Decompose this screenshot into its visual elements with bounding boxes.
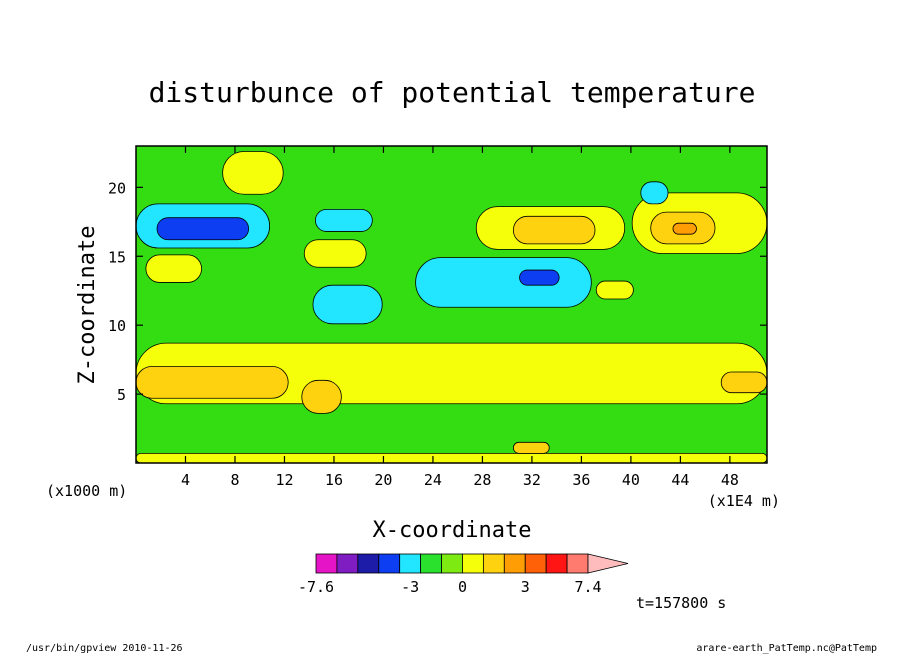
colorbar-swatch [336,553,359,574]
colorbar-swatch [378,553,401,574]
y-axis-label: Z-coordinate [75,226,100,385]
contour-region-0 [136,452,767,463]
contour-region-3 [301,379,342,414]
chart-title: disturbunce of potential temperature [149,76,756,109]
colorbar-arrow [587,553,629,574]
y-axis: 5 10 15 20 [108,179,767,404]
colorbar-swatch [503,553,526,574]
contour-region-10 [672,222,697,235]
x-tick-label: 8 [230,471,239,489]
contour-region-6 [145,254,202,283]
colorbar-tick-label: -7.6 [298,578,334,596]
footer-right: arare-earth_PatTemp.nc@PatTemp [696,643,877,654]
time-label: t=157800 s [636,594,726,612]
y-tick-label: 10 [108,317,126,335]
contour-region-20 [595,280,634,300]
colorbar-swatch [545,553,568,574]
colorbar-swatch [482,553,505,574]
colorbar-swatch [357,553,380,574]
x-units-right: (x1E4 m) [708,492,780,510]
contour-region-16 [315,208,373,232]
contour-region-4 [720,371,767,394]
contour-region-15 [312,284,383,325]
colorbar-swatch [462,553,484,574]
x-tick-label: 16 [325,471,343,489]
contour-region-1 [136,342,767,405]
colorbar [315,553,629,574]
contour-region-7 [303,239,367,268]
x-tick-label: 12 [275,471,293,489]
contour-region-14 [156,217,249,241]
colorbar-swatch [524,553,547,574]
x-axis: 4 8 12 16 20 24 28 32 36 40 44 48 [181,146,739,489]
x-tick-label: 4 [181,471,190,489]
y-tick-label: 15 [108,248,126,266]
plot-frame [135,145,768,464]
colorbar-swatch [399,553,422,574]
x-units-left: (x1000 m) [46,482,127,500]
colorbar-swatch [441,553,463,574]
contour-region-21 [512,441,550,454]
x-tick-label: 28 [473,471,491,489]
x-tick-label: 36 [572,471,590,489]
x-tick-label: 24 [424,471,442,489]
contour-region-12 [512,215,596,245]
colorbar-swatch [420,553,442,574]
x-tick-label: 48 [721,471,739,489]
contour-region-18 [519,269,560,286]
colorbar-swatch [315,553,338,574]
colorbar-tick-label: -3 [401,578,419,596]
colorbar-labels: -7.6 -3 0 3 7.4 [298,578,602,596]
contour-region-17 [415,257,592,308]
y-tick-label: 5 [117,386,126,404]
colorbar-tick-label: 0 [458,578,467,596]
x-tick-label: 40 [622,471,640,489]
footer-left: /usr/bin/gpview 2010-11-26 [26,643,183,654]
colorbar-tick-label: 3 [521,578,530,596]
contour-region-2 [136,366,289,399]
colorbar-tick-label: 7.4 [574,578,601,596]
contour-region-5 [222,151,284,195]
x-tick-label: 32 [523,471,541,489]
x-axis-label: X-coordinate [373,518,532,543]
colorbar-swatch [566,553,589,574]
x-tick-label: 44 [671,471,689,489]
contour-region-19 [640,181,669,205]
x-tick-label: 20 [374,471,392,489]
y-tick-label: 20 [108,179,126,197]
